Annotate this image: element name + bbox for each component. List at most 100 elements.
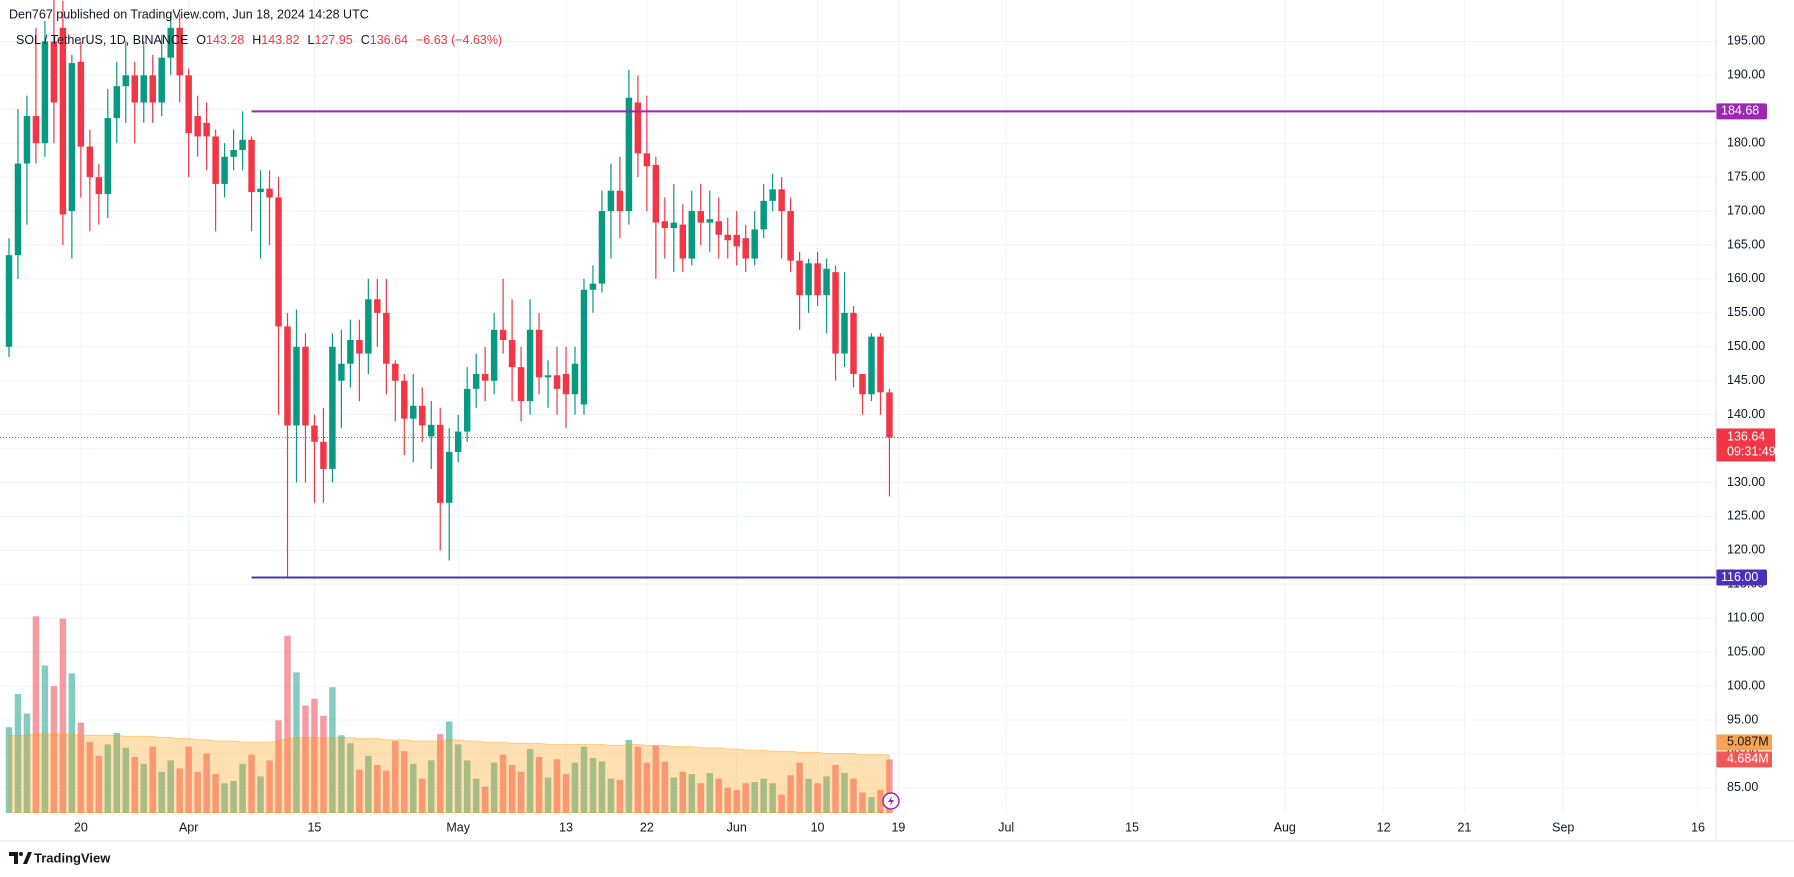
- candle-body: [589, 283, 597, 290]
- volume-bar: [77, 722, 85, 813]
- candle-body: [374, 299, 381, 313]
- brand-logo: [9, 852, 32, 864]
- last-price-box: [1716, 428, 1775, 462]
- volume-bar: [212, 774, 219, 813]
- candle-body: [176, 27, 183, 76]
- y-tick-label: 150.00: [1727, 339, 1765, 353]
- volume-bar: [607, 778, 615, 813]
- volume-bar: [14, 694, 22, 813]
- volume-bar: [598, 761, 606, 813]
- candle-body: [365, 299, 372, 354]
- volume-bar: [284, 635, 291, 813]
- volume-bar: [589, 758, 597, 813]
- alert-icon: [882, 792, 900, 810]
- candle-body: [392, 363, 399, 381]
- level-label: 184.68: [1721, 104, 1759, 118]
- candle-body: [203, 122, 210, 137]
- candle-body: [410, 405, 417, 419]
- candle-body: [329, 346, 336, 469]
- candle-body: [131, 75, 138, 103]
- candle-body: [221, 156, 228, 184]
- candle-body: [553, 375, 561, 389]
- brand: TradingView: [34, 850, 111, 865]
- candle-body: [697, 211, 705, 223]
- candle-body: [293, 346, 300, 426]
- volume-bar: [787, 775, 794, 813]
- y-tick-label: 85.00: [1727, 780, 1758, 794]
- candle-body: [428, 424, 435, 437]
- volume-bar: [661, 761, 669, 813]
- volume-bar: [347, 743, 354, 813]
- y-tick-label: 180.00: [1727, 135, 1765, 149]
- volume-bar: [104, 744, 112, 813]
- volume-bar: [401, 751, 408, 813]
- volume-bar: [679, 771, 687, 813]
- legend-value: 127.95: [314, 33, 352, 47]
- candle-body: [401, 380, 408, 419]
- candle-body: [724, 234, 731, 241]
- volume-bar: [517, 771, 525, 813]
- y-tick-label: 120.00: [1727, 543, 1765, 557]
- y-tick-label: 105.00: [1727, 644, 1765, 658]
- volume-bar: [95, 755, 103, 813]
- volume-bar: [463, 760, 471, 813]
- volume-bar: [688, 774, 696, 813]
- logo-mark: [9, 852, 18, 864]
- volume-bar: [41, 665, 49, 813]
- candle-body: [77, 61, 85, 147]
- candle-body: [778, 189, 785, 212]
- candle-body: [311, 425, 318, 442]
- volume-bar: [643, 762, 651, 813]
- volume-label: 4.684M: [1727, 752, 1769, 766]
- candle-body: [607, 190, 615, 212]
- volume-bar: [140, 763, 147, 813]
- y-tick-label: 100.00: [1727, 678, 1765, 692]
- candle-body: [643, 153, 651, 167]
- candle-body: [517, 367, 525, 402]
- volume-bar: [23, 713, 31, 813]
- candle-body: [50, 41, 58, 103]
- volume-bar: [823, 776, 830, 813]
- volume-bar: [32, 616, 40, 813]
- candle-body: [661, 221, 669, 229]
- candle-body: [356, 339, 363, 354]
- volume-bar: [230, 780, 237, 813]
- candle-body: [598, 211, 606, 284]
- y-tick-label: 165.00: [1727, 237, 1765, 251]
- level-label-box: [1716, 103, 1767, 120]
- volume-pane: [5, 616, 893, 813]
- x-tick-label: Sep: [1552, 820, 1574, 834]
- candle-body: [185, 75, 192, 134]
- volume-bar: [122, 747, 130, 813]
- candle-body: [445, 451, 453, 503]
- volume-bar: [805, 778, 812, 813]
- volume-bar: [428, 760, 435, 813]
- volume-bar: [499, 754, 507, 813]
- candle-body: [571, 363, 579, 395]
- legend-key: H: [252, 33, 261, 47]
- candle-body: [580, 289, 588, 405]
- volume-bar: [454, 744, 462, 813]
- price-pane: [5, 0, 893, 578]
- legend-key: L: [308, 33, 315, 47]
- candle-body: [104, 118, 112, 195]
- volume-bar: [113, 732, 121, 813]
- volume-bar: [886, 759, 893, 813]
- volume-bar: [832, 764, 839, 813]
- logo-mark: [23, 852, 32, 864]
- candle-body: [733, 234, 740, 247]
- x-tick-label: 10: [811, 820, 825, 834]
- volume-bar: [383, 770, 390, 813]
- legend-change: −6.63 (−4.63%): [416, 33, 502, 47]
- x-tick-label: 15: [1125, 820, 1139, 834]
- candle-body: [239, 139, 246, 150]
- candle-body: [679, 224, 687, 259]
- volume-bar: [508, 764, 516, 813]
- volume-bar: [481, 786, 489, 813]
- volume-bar: [410, 763, 417, 813]
- candle-body: [194, 116, 201, 137]
- candle-body: [841, 312, 848, 354]
- x-tick-label: 20: [74, 820, 88, 834]
- volume-bar: [769, 783, 776, 813]
